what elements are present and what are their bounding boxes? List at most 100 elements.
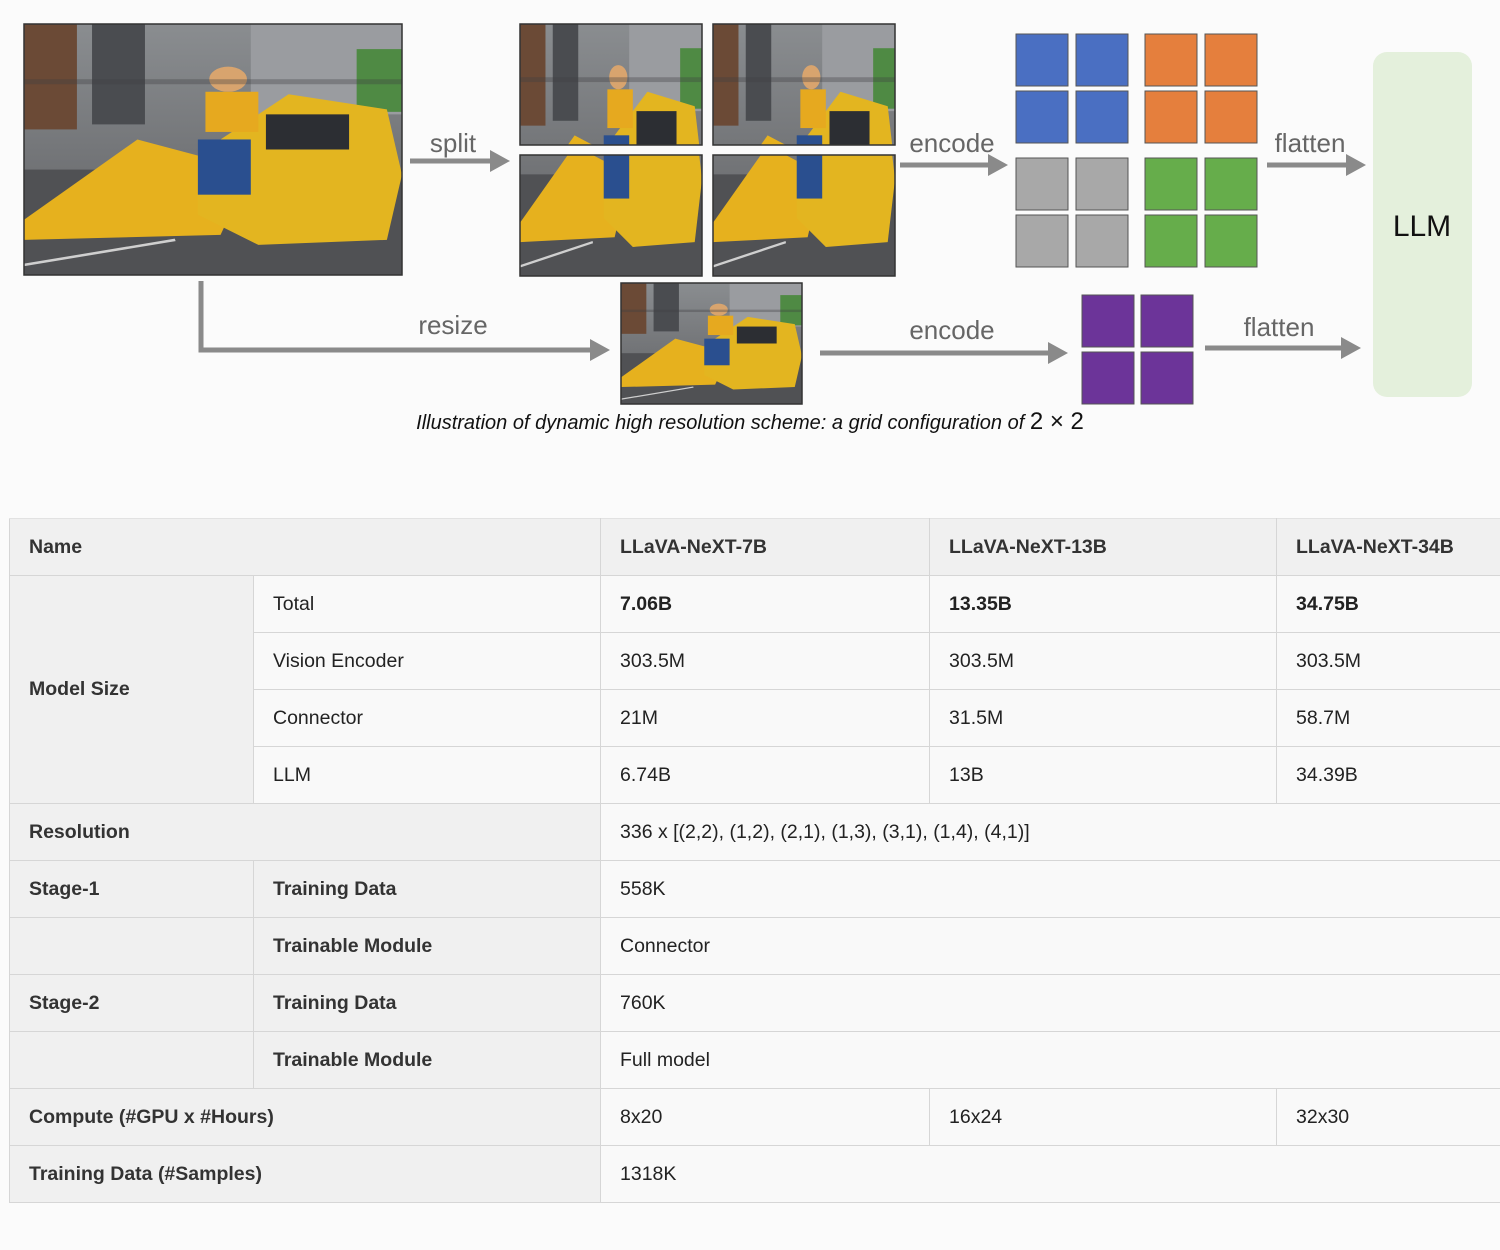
compute-34b: 32x30 xyxy=(1276,1088,1500,1146)
compute-13b: 16x24 xyxy=(929,1088,1277,1146)
stage2-training-data-label: Training Data xyxy=(253,974,601,1032)
total-34b: 34.75B xyxy=(1276,575,1500,633)
split-tiles xyxy=(519,23,896,277)
table-row: Training Data (#Samples) 1318K xyxy=(9,1145,1500,1203)
connector-13b: 31.5M xyxy=(929,689,1277,747)
llm-size-label: LLM xyxy=(253,746,601,804)
token-orange-2 xyxy=(1204,33,1258,87)
token-purple-1 xyxy=(1081,294,1135,348)
training-samples-value: 1318K xyxy=(600,1145,1500,1203)
llm-size-13b: 13B xyxy=(929,746,1277,804)
resized-photo xyxy=(620,282,803,405)
connector-label: Connector xyxy=(253,689,601,747)
table-row: Compute (#GPU x #Hours) 8x20 16x24 32x30 xyxy=(9,1088,1500,1146)
stage2-empty-cell xyxy=(9,1031,254,1089)
stage2-training-data: 760K xyxy=(600,974,1500,1032)
resolution-label: Resolution xyxy=(9,803,601,861)
flatten-bottom-arrow xyxy=(1205,337,1361,359)
token-gray-3 xyxy=(1015,214,1069,268)
total-label: Total xyxy=(253,575,601,633)
split-arrow xyxy=(410,150,510,172)
tile-top-left xyxy=(519,23,703,146)
table-row: Trainable Module Full model xyxy=(9,1031,1500,1089)
llm-size-7b: 6.74B xyxy=(600,746,930,804)
header-name: Name xyxy=(9,518,601,576)
tile-bottom-right xyxy=(712,154,896,277)
encode-top-label: encode xyxy=(909,128,994,158)
token-gray-4 xyxy=(1075,214,1129,268)
token-green-2 xyxy=(1204,157,1258,211)
model-size-label: Model Size xyxy=(9,575,254,804)
model-spec-table: Name LLaVA-NeXT-7B LLaVA-NeXT-13B LLaVA-… xyxy=(9,518,1500,1203)
llm-label: LLM xyxy=(1393,210,1451,243)
encode-top-arrow xyxy=(900,154,1008,176)
token-orange-3 xyxy=(1144,90,1198,144)
vision-encoder-13b: 303.5M xyxy=(929,632,1277,690)
table-header-row: Name LLaVA-NeXT-7B LLaVA-NeXT-13B LLaVA-… xyxy=(9,518,1500,576)
tile-top-right xyxy=(712,23,896,146)
encode-bottom-arrow xyxy=(820,342,1068,364)
stage2-trainable-module: Full model xyxy=(600,1031,1500,1089)
split-label: split xyxy=(430,128,477,158)
figure-caption: Illustration of dynamic high resolution … xyxy=(0,408,1500,436)
llm-box xyxy=(1373,52,1472,397)
table-row: Resolution 336 x [(2,2), (1,2), (2,1), (… xyxy=(9,803,1500,861)
total-13b: 13.35B xyxy=(929,575,1277,633)
header-llava-34b: LLaVA-NeXT-34B xyxy=(1276,518,1500,576)
token-gray-1 xyxy=(1015,157,1069,211)
original-photo xyxy=(23,23,403,276)
stage1-training-data: 558K xyxy=(600,860,1500,918)
token-grid xyxy=(1015,33,1258,268)
token-purple-3 xyxy=(1081,351,1135,405)
table-row: Vision Encoder 303.5M 303.5M 303.5M xyxy=(10,632,1500,690)
resize-label: resize xyxy=(418,310,487,340)
tile-bottom-left xyxy=(519,154,703,277)
vision-encoder-7b: 303.5M xyxy=(600,632,930,690)
global-token-grid xyxy=(1081,294,1194,405)
table-row: Stage-2 Training Data 760K xyxy=(9,974,1500,1032)
token-blue-1 xyxy=(1015,33,1069,87)
token-orange-1 xyxy=(1144,33,1198,87)
compute-7b: 8x20 xyxy=(600,1088,930,1146)
training-samples-label: Training Data (#Samples) xyxy=(9,1145,601,1203)
table-row: Connector 21M 31.5M 58.7M xyxy=(10,689,1500,747)
token-green-1 xyxy=(1144,157,1198,211)
token-blue-3 xyxy=(1015,90,1069,144)
table-row: LLM 6.74B 13B 34.39B xyxy=(10,746,1500,804)
compute-label: Compute (#GPU x #Hours) xyxy=(9,1088,601,1146)
stage2-trainable-module-label: Trainable Module xyxy=(253,1031,601,1089)
stage1-trainable-module-label: Trainable Module xyxy=(253,917,601,975)
caption-math: 2 × 2 xyxy=(1029,408,1084,435)
token-green-4 xyxy=(1204,214,1258,268)
token-orange-4 xyxy=(1204,90,1258,144)
vision-encoder-label: Vision Encoder xyxy=(253,632,601,690)
flatten-top-arrow xyxy=(1267,154,1366,176)
flatten-bottom-label: flatten xyxy=(1244,312,1315,342)
table-row: Model Size Total 7.06B 13.35B 34.75B xyxy=(9,575,1500,804)
flatten-top-label: flatten xyxy=(1275,128,1346,158)
caption-text: Illustration of dynamic high resolution … xyxy=(416,412,1025,434)
header-llava-13b: LLaVA-NeXT-13B xyxy=(929,518,1277,576)
stage1-empty-cell xyxy=(9,917,254,975)
stage2-label: Stage-2 xyxy=(9,974,254,1032)
diagram-figure: split encode xyxy=(0,0,1500,480)
resolution-value: 336 x [(2,2), (1,2), (2,1), (1,3), (3,1)… xyxy=(600,803,1500,861)
token-purple-4 xyxy=(1140,351,1194,405)
table-row: Stage-1 Training Data 558K xyxy=(9,860,1500,918)
token-blue-4 xyxy=(1075,90,1129,144)
connector-7b: 21M xyxy=(600,689,930,747)
connector-34b: 58.7M xyxy=(1276,689,1500,747)
encode-bottom-label: encode xyxy=(909,315,994,345)
table-row: Trainable Module Connector xyxy=(9,917,1500,975)
resize-arrow xyxy=(198,281,610,361)
stage1-trainable-module: Connector xyxy=(600,917,1500,975)
llm-size-34b: 34.39B xyxy=(1276,746,1500,804)
token-gray-2 xyxy=(1075,157,1129,211)
token-purple-2 xyxy=(1140,294,1194,348)
vision-encoder-34b: 303.5M xyxy=(1276,632,1500,690)
stage1-label: Stage-1 xyxy=(9,860,254,918)
stage1-training-data-label: Training Data xyxy=(253,860,601,918)
total-7b: 7.06B xyxy=(600,575,930,633)
header-llava-7b: LLaVA-NeXT-7B xyxy=(600,518,930,576)
token-green-3 xyxy=(1144,214,1198,268)
